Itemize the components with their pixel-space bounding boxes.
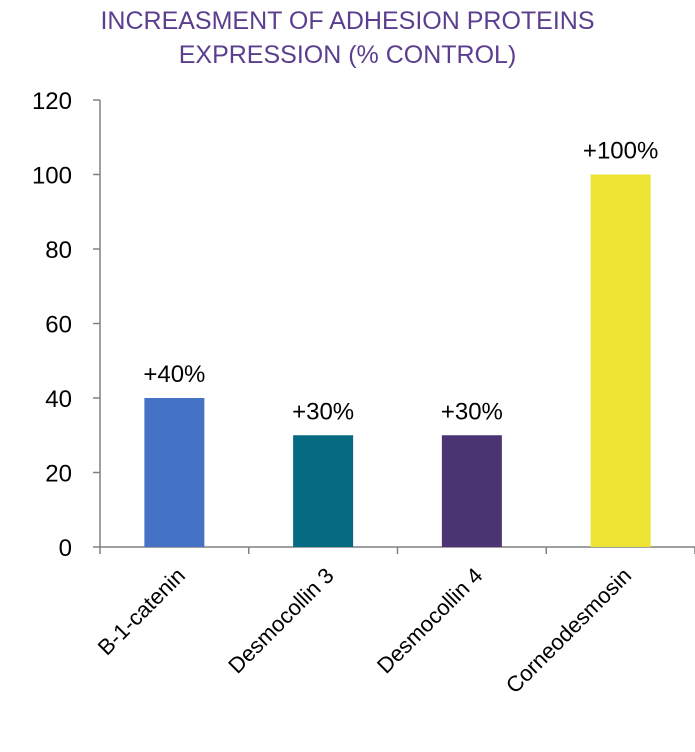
category-label: B-1-catenin [93,563,190,660]
category-label: Desmocollin 3 [223,563,338,678]
data-label: +40% [143,361,205,388]
category-label: Desmocollin 4 [372,563,487,678]
chart-title-line-2: EXPRESSION (% CONTROL) [178,41,517,69]
y-tick-label: 120 [32,88,72,115]
bar [144,398,205,547]
chart-title-line-1: INCREASMENT OF ADHESION PROTEINS [100,7,595,35]
y-tick-label: 40 [45,386,72,413]
chart-title: INCREASMENT OF ADHESION PROTEINS EXPRESS… [0,4,695,72]
bar [293,435,354,547]
category-label: Corneodesmosin [501,563,636,698]
data-label: +100% [583,138,658,165]
y-tick-label: 60 [45,312,72,339]
bar [590,174,651,547]
bar [441,435,502,547]
data-label: +30% [441,398,503,425]
data-label: +30% [292,398,354,425]
y-tick-label: 80 [45,237,72,264]
y-tick-label: 20 [45,461,72,488]
y-tick-label: 0 [59,535,72,562]
y-tick-label: 100 [32,163,72,190]
